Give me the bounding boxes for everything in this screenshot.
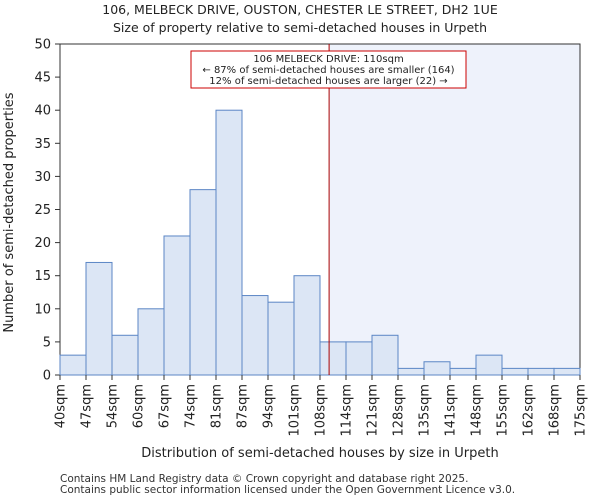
x-tick-label: 54sqm bbox=[106, 384, 121, 428]
histogram-bar bbox=[85, 261, 113, 376]
annotation-box bbox=[190, 50, 467, 89]
x-tick-label: 121sqm bbox=[366, 384, 381, 437]
histogram-bar bbox=[215, 109, 243, 376]
footer-licence: Contains public sector information licen… bbox=[60, 484, 516, 496]
footer-copyright: Contains HM Land Registry data © Crown c… bbox=[60, 473, 469, 485]
x-tick-label: 114sqm bbox=[340, 384, 355, 437]
larger-region-shade bbox=[329, 44, 580, 375]
y-tick-label: 50 bbox=[34, 38, 51, 53]
histogram-bar bbox=[319, 341, 347, 376]
x-tick-label: 175sqm bbox=[574, 384, 589, 437]
x-tick-label: 87sqm bbox=[236, 384, 251, 428]
annotation-line-3: 12% of semi-detached houses are larger (… bbox=[209, 76, 447, 87]
x-tick-label: 168sqm bbox=[548, 384, 563, 437]
histogram-bar bbox=[241, 295, 269, 376]
histogram-bar bbox=[345, 341, 373, 376]
y-tick-label: 15 bbox=[34, 269, 51, 284]
x-tick-label: 141sqm bbox=[444, 384, 459, 437]
annotation-line-1: 106 MELBECK DRIVE: 110sqm bbox=[253, 54, 403, 65]
histogram-bar bbox=[501, 367, 529, 376]
histogram-bar bbox=[475, 354, 503, 376]
y-tick-label: 5 bbox=[43, 335, 51, 350]
y-tick-label: 20 bbox=[34, 236, 51, 251]
y-axis-title: Number of semi-detached properties bbox=[2, 92, 17, 332]
x-tick-label: 162sqm bbox=[522, 384, 537, 437]
x-tick-label: 40sqm bbox=[54, 384, 69, 428]
x-tick-label: 67sqm bbox=[158, 384, 173, 428]
histogram-bar bbox=[163, 235, 191, 376]
histogram-bar bbox=[293, 275, 321, 376]
histogram-bar bbox=[397, 367, 425, 376]
y-tick-label: 0 bbox=[43, 369, 51, 384]
y-tick-label: 35 bbox=[34, 137, 51, 152]
x-tick-label: 94sqm bbox=[262, 384, 277, 428]
histogram-bar bbox=[371, 334, 399, 376]
x-tick-label: 135sqm bbox=[418, 384, 433, 437]
x-tick-label: 74sqm bbox=[184, 384, 199, 428]
annotation-line-2: ← 87% of semi-detached houses are smalle… bbox=[202, 65, 454, 76]
x-tick-label: 60sqm bbox=[132, 384, 147, 428]
x-tick-label: 155sqm bbox=[496, 384, 511, 437]
x-tick-label: 47sqm bbox=[80, 384, 95, 428]
histogram-bar bbox=[189, 189, 217, 376]
x-tick-label: 128sqm bbox=[392, 384, 407, 437]
histogram-bar bbox=[527, 367, 555, 376]
histogram-bar bbox=[137, 308, 165, 376]
x-tick-label: 101sqm bbox=[288, 384, 303, 437]
histogram-bar bbox=[111, 334, 139, 376]
x-axis-title: Distribution of semi-detached houses by … bbox=[141, 446, 498, 461]
chart-title: 106, MELBECK DRIVE, OUSTON, CHESTER LE S… bbox=[102, 2, 498, 17]
histogram-bar bbox=[59, 354, 87, 376]
y-tick-label: 10 bbox=[34, 302, 51, 317]
histogram-bar bbox=[423, 361, 451, 376]
y-tick-label: 40 bbox=[34, 104, 51, 119]
histogram-bar bbox=[449, 367, 477, 376]
x-tick-label: 108sqm bbox=[314, 384, 329, 437]
y-tick-label: 45 bbox=[34, 71, 51, 86]
chart-subtitle: Size of property relative to semi-detach… bbox=[112, 20, 487, 35]
x-tick-label: 81sqm bbox=[210, 384, 225, 428]
y-tick-label: 25 bbox=[34, 203, 51, 218]
y-tick-label: 30 bbox=[34, 170, 51, 185]
x-tick-label: 148sqm bbox=[470, 384, 485, 437]
histogram-bar bbox=[553, 367, 581, 376]
histogram-bar bbox=[267, 301, 295, 376]
